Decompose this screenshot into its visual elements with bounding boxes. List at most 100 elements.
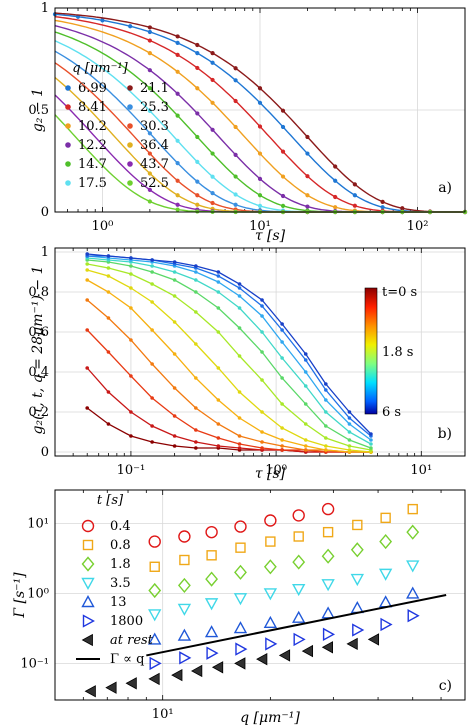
- panel-b-series-line: [86, 299, 371, 453]
- panel-b-point: [347, 410, 352, 414]
- panel-a-legend-marker: [65, 85, 71, 91]
- panel-c-legend-marker: [81, 556, 95, 572]
- panel-c-xtick-label: 10¹: [152, 707, 174, 722]
- panel-b-point: [194, 270, 198, 274]
- panel-a-point-36.4: [147, 171, 152, 176]
- panel-a-point-6.99: [147, 29, 152, 35]
- panel-a-legend-label: 14.7: [78, 157, 107, 172]
- panel-b-point: [85, 278, 90, 282]
- panel-a-point-12.2: [175, 91, 180, 96]
- panel-a-legend-marker: [65, 180, 71, 186]
- panel-a-point-21.1: [210, 51, 215, 56]
- panel-a-point-6.99: [175, 40, 180, 45]
- panel-a-legend-title: q [μm⁻¹]: [72, 61, 128, 76]
- panel-b-ylabel: g₂(τ, t, q = 28μm⁻¹) − 1: [30, 266, 46, 435]
- panel-b-series-line: [87, 263, 372, 451]
- panel-b-ytick-label: 0.6: [28, 325, 49, 340]
- panel-b-point: [260, 304, 264, 308]
- panel-a-legend-marker: [127, 180, 133, 186]
- panel-b-point: [150, 258, 154, 262]
- panel-a-tag: a): [438, 180, 452, 196]
- panel-a-legend-label: 25.3: [140, 100, 169, 115]
- panel-a-legend-marker: [65, 161, 71, 167]
- panel-b-point: [216, 280, 221, 284]
- panel-a-legend-label: 6.99: [78, 81, 107, 96]
- panel-a-point-10.2: [233, 124, 238, 130]
- panel-b-point: [216, 366, 221, 370]
- panel-b-point: [194, 376, 198, 380]
- panel-a-point-21.1: [380, 199, 385, 204]
- panel-b-point: [194, 264, 198, 268]
- panel-c-point-0.8: [265, 536, 276, 547]
- panel-b-series-line: [87, 255, 372, 441]
- panel-b-point: [129, 286, 133, 290]
- panel-a-ylabel: g₂ − 1: [30, 88, 46, 132]
- panel-a-point-21.1: [195, 42, 200, 48]
- panel-a-legend-label: 8.41: [78, 100, 107, 115]
- panel-c-point-at-rest: [301, 644, 314, 658]
- panel-c-legend-fit-label: Γ ∝ q: [110, 652, 144, 667]
- panel-c-point-at-rest: [321, 641, 333, 654]
- panel-c-legend-marker: [81, 595, 95, 608]
- panel-b-xtick-label: 10⁻¹: [117, 463, 146, 478]
- panel-c-legend-label: 0.4: [110, 519, 131, 534]
- panel-b-point: [280, 448, 284, 452]
- panel-b-point: [303, 352, 308, 356]
- panel-b-point: [129, 306, 133, 310]
- panel-a-legend-label: 43.7: [140, 157, 169, 172]
- panel-a-xtick-label: 10⁰: [92, 219, 114, 234]
- panel-a-ytick-label: 0: [41, 205, 49, 220]
- panel-a-point-10.2: [305, 193, 310, 198]
- panel-c-point-1.8: [321, 548, 335, 564]
- panel-a-point-21.1: [352, 182, 357, 187]
- panel-c-point-13: [350, 600, 364, 614]
- panel-b-point: [260, 378, 264, 382]
- panel-b-point: [172, 386, 177, 390]
- panel-c-point-1.8: [350, 542, 364, 558]
- panel-c-point-0.8: [235, 542, 246, 553]
- panel-a-point-21.1: [257, 86, 263, 91]
- panel-c-point-at-rest: [125, 677, 137, 690]
- panel-a: 10⁰ 10¹ 10² 0 0.5 1 6.99 8.41 10.2 12.2 14.7 17.5 21…: [28, 1, 468, 234]
- panel-b-point: [85, 262, 90, 266]
- panel-b-point: [237, 434, 242, 438]
- panel-a-point-6.99: [195, 51, 200, 56]
- panel-b-point: [237, 416, 242, 420]
- panel-a-legend-label: 12.2: [78, 138, 107, 153]
- panel-a-point-25.3: [233, 202, 238, 207]
- panel-b-ytick-label: 0.8: [28, 285, 49, 300]
- panel-b-point: [150, 424, 154, 428]
- panel-c-legend-title: t [s]: [97, 493, 124, 508]
- panel-a-point-10.2: [333, 205, 338, 210]
- panel-b-point: [324, 398, 328, 402]
- panel-a-legend-label: 36.4: [140, 138, 169, 153]
- panel-c-point-0.4: [178, 530, 191, 543]
- panel-c-point-3.5: [378, 568, 393, 581]
- panel-c-fit-line: [146, 593, 447, 657]
- panel-a-point-14.7: [280, 203, 286, 208]
- panel-b-point: [216, 330, 221, 334]
- panel-b-point: [324, 410, 328, 414]
- panel-b-point: [303, 402, 308, 406]
- colorbar-label-0: t=0 s: [382, 285, 417, 300]
- panel-b-point: [172, 444, 177, 448]
- panel-b-point: [237, 446, 242, 450]
- panel-a-point-30.3: [147, 151, 152, 156]
- panel-b-point: [237, 286, 242, 290]
- panel-c-point-13: [177, 628, 192, 641]
- panel-b-point: [237, 326, 242, 330]
- panel-b-point: [194, 406, 198, 410]
- panel-b-point: [237, 354, 242, 358]
- panel-c-legend-label: 13: [110, 595, 127, 610]
- panel-a-point-12.2: [233, 152, 238, 157]
- panel-a-point-6.99: [128, 24, 133, 29]
- panel-a-point-21.1: [333, 164, 338, 169]
- panel-b-point: [106, 290, 111, 294]
- panel-c-point-1800: [179, 651, 192, 665]
- panel-b-point: [106, 254, 111, 258]
- panel-a-legend-label: 17.5: [78, 176, 107, 191]
- panel-b-point: [129, 264, 133, 268]
- panel-b-point: [106, 350, 111, 354]
- panel-b-point: [303, 370, 308, 374]
- panel-c-legend-label: 0.8: [110, 538, 131, 553]
